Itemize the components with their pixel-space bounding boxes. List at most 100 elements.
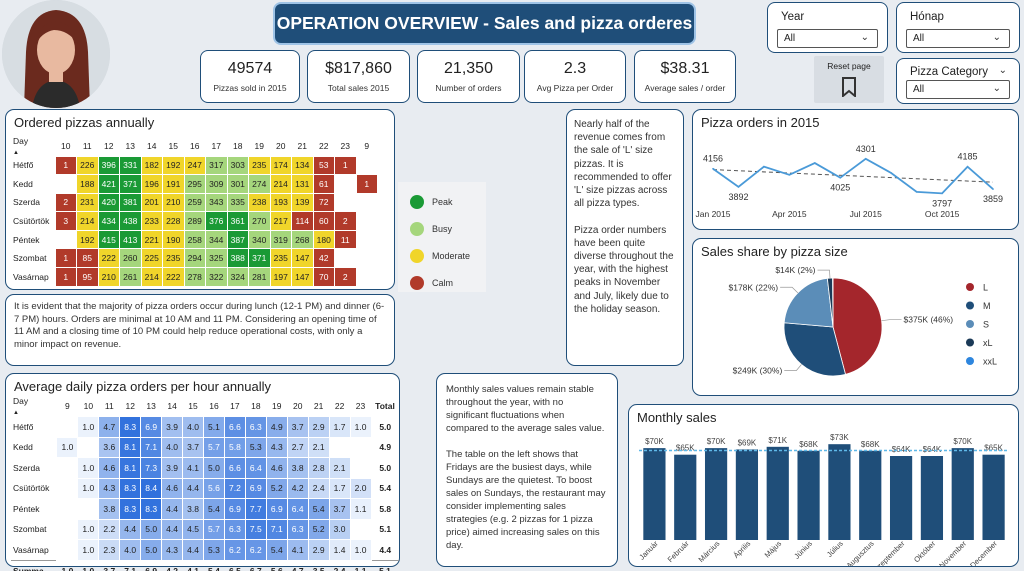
legend-item: Moderate [410, 242, 486, 269]
table-cell: 3.6 [98, 436, 121, 458]
data-point [839, 176, 842, 179]
hour-header: 16 [209, 401, 219, 411]
year-dropdown[interactable]: All ⌄ [777, 29, 878, 48]
heatmap-cell: 1 [54, 267, 77, 287]
bar-value-label: $64K [892, 445, 911, 454]
heatmap-cell: 214 [76, 211, 99, 231]
table-cell: 4.3 [265, 436, 288, 458]
heatmap-cell: 3 [54, 211, 77, 231]
data-point [992, 188, 994, 190]
bar-5 [797, 450, 820, 540]
table-cell: 1.0 [77, 477, 100, 499]
table-cell: 4.6 [265, 457, 288, 479]
table-cell [77, 498, 100, 520]
table-row: Kedd 1.0 3.6 8.1 7.1 4.0 3.7 5.7 5.8 5.3 4.3 2.7 2.1… [11, 436, 399, 458]
table-cell: 2.3 [98, 539, 121, 561]
table-row: Péntek 3.8 8.3 8.3 4.4 3.8 5.4 6.9 7.7 6.9 6.4 5.4 3… [11, 498, 399, 520]
chevron-down-icon[interactable]: ⌄ [998, 65, 1007, 76]
heatmap-cell: 221 [140, 229, 163, 250]
table-cell: 3.7 [286, 416, 309, 438]
table-cell: 8.3 [119, 416, 142, 438]
month-dropdown[interactable]: All ⌄ [906, 29, 1010, 48]
day-label: Csütörtök [13, 216, 50, 227]
table-row: Szombat 1.0 2.2 4.4 5.0 4.4 4.5 5.7 6.3 7.5 7.1 6.3… [11, 518, 399, 540]
heatmap-cell: 340 [248, 229, 271, 250]
heatmap-cell [355, 155, 378, 176]
day-label: Kedd [13, 442, 33, 453]
table-cell: 3.9 [161, 416, 184, 438]
kpi-label: Avg Pizza per Order [536, 83, 614, 93]
hour-header: 21 [297, 140, 307, 151]
x-tick-label: Február [666, 539, 691, 564]
table-row: Vasárnap 1.0 2.3 4.0 5.0 4.3 4.4 5.3 6.2 6.2 5.4 4.… [11, 539, 399, 561]
heatmap-cell: 197 [269, 267, 292, 287]
reset-page-label: Reset page [827, 61, 871, 71]
table-cell: 7.1 [265, 518, 288, 540]
day-label: Hétfő [13, 421, 34, 432]
legend-dot [966, 320, 974, 328]
insight-text: Nearly half of the revenue comes from th… [574, 119, 674, 315]
hour-header: 22 [334, 401, 345, 411]
heatmap-cell: 60 [312, 211, 335, 231]
table-cell: 1.7 [328, 477, 351, 499]
table-row: Szerda 1.0 4.6 8.1 7.3 3.9 4.1 5.0 6.6 6.4 4.6 3.8 2… [11, 457, 399, 479]
heatmap-cell: 260 [119, 248, 142, 269]
heatmap-cell: 247 [183, 155, 206, 176]
bar-10 [951, 448, 974, 540]
table-cell: 5.6 [203, 477, 225, 499]
category-dropdown[interactable]: All ⌄ [906, 80, 1010, 99]
day-label: Szombat [13, 524, 47, 535]
hour-header: 17 [211, 140, 221, 151]
heatmap-cell: 139 [291, 192, 314, 213]
table-cell: 3.9 [161, 457, 184, 479]
hour-header: 13 [146, 401, 156, 411]
ordered-pizzas-card: Ordered pizzas annually Day ▲ 10 11 12 13 14 15… [5, 109, 486, 292]
table-cell: 6.3 [244, 416, 267, 438]
kpi-avg-sales: $38.31 Average sales / order [634, 50, 736, 103]
chart-title: Monthly sales [637, 410, 717, 425]
table-cell: 7.3 [140, 457, 163, 479]
bar-value-label: $70K [645, 437, 664, 446]
table-cell [56, 518, 79, 540]
heatmap-cell: 222 [162, 267, 185, 287]
heatmap-cell: 225 [140, 248, 163, 269]
x-tick-label: Jan 2015 [696, 209, 731, 219]
table-cell: 1.4 [328, 539, 351, 561]
ordered-pizzas-heatmap: Day ▲ 10 11 12 13 14 15 16 17 18 19 20 21 22 23 9 Hétfő 1… [11, 136, 378, 287]
table-cell: 4.4 [182, 539, 204, 561]
heatmap-cell: 180 [312, 229, 335, 250]
row-total: 5.0 [379, 421, 392, 432]
table-cell: 8.3 [119, 498, 142, 520]
total-header: Total [375, 401, 395, 412]
heatmap-cell: 214 [269, 174, 292, 194]
legend-dot [410, 275, 424, 290]
x-tick-label: Apr 2015 [772, 209, 807, 219]
legend-label: M [983, 301, 991, 311]
slice-label: $249K (30%) [733, 366, 783, 376]
data-point [890, 172, 892, 174]
legend-label: Busy [432, 223, 453, 234]
chevron-down-icon: ⌄ [992, 32, 1001, 43]
reset-page-button[interactable]: Reset page [814, 56, 884, 103]
bar-value-label: $64K [923, 445, 942, 454]
kpi-value: 49574 [227, 60, 273, 77]
day-label: Péntek [13, 503, 40, 514]
legend-dot [410, 248, 424, 263]
leader-line [784, 364, 802, 371]
data-label: 3859 [983, 194, 1003, 204]
day-label: Vasárnap [13, 544, 49, 555]
table-cell: 2.2 [98, 518, 121, 540]
sales-share-pie-chart: $375K (46%) $249K (30%) $178K (22%) $14K (2… [728, 265, 997, 377]
chevron-down-icon: ⌄ [992, 83, 1001, 94]
hour-header: 16 [190, 140, 200, 151]
x-tick-label: Július [825, 539, 845, 559]
table-cell: 6.3 [223, 518, 246, 540]
table-cell: 4.4 [161, 518, 184, 540]
x-tick-label: December [968, 539, 999, 566]
x-tick-label: Oct 2015 [925, 209, 960, 219]
insight-text: Monthly sales values remain stable throu… [446, 384, 606, 551]
table-cell: 2.0 [349, 477, 372, 499]
heatmap-cell: 233 [140, 211, 163, 231]
heatmap-cell: 309 [205, 174, 228, 194]
pie-slice-M [783, 322, 846, 377]
